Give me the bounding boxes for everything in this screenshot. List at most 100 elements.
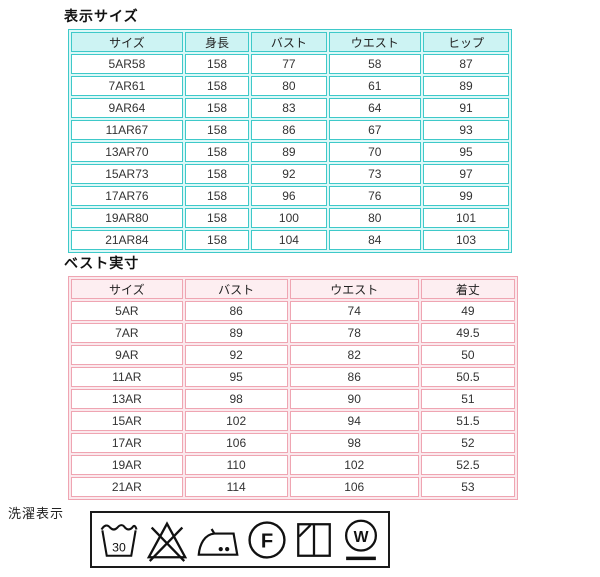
table-cell: 51.5 [420,411,515,431]
table-cell: 114 [184,477,288,497]
iron-medium-icon [197,527,239,556]
table-cell: 17AR [71,433,183,453]
column-header: 着丈 [420,279,515,299]
table-cell: 80 [328,208,421,228]
table-cell: 91 [422,98,509,118]
column-header: バスト [184,279,288,299]
table-row: 17AR 106 98 52 [71,433,515,453]
table-cell: 87 [422,54,509,74]
table-cell: 77 [251,54,327,74]
table-cell: 103 [422,230,509,250]
table-cell: 99 [422,186,509,206]
table-cell: 78 [289,323,419,343]
column-header: ウエスト [289,279,419,299]
care-label: 洗濯表示 [8,506,65,521]
table-cell: 158 [184,186,250,206]
table-cell: 93 [422,120,509,140]
dry-clean-f-icon: F [248,520,286,559]
table-cell: 51 [420,389,515,409]
table-cell: 49 [420,301,515,321]
table-cell: 90 [289,389,419,409]
table-row: 15AR73 158 92 73 97 [71,164,509,184]
table-cell: 86 [184,301,288,321]
table-row: 17AR76 158 96 76 99 [71,186,509,206]
table-cell: 95 [422,142,509,162]
table-cell: 158 [184,76,250,96]
svg-text:30: 30 [112,540,126,554]
table-cell: 102 [184,411,288,431]
table-cell: 19AR [71,455,183,475]
table-cell: 98 [184,389,288,409]
table-cell: 15AR [71,411,183,431]
do-not-bleach-icon [147,520,188,562]
table-cell: 158 [184,230,250,250]
table-cell: 67 [328,120,421,140]
table-cell: 50.5 [420,367,515,387]
column-header: サイズ [71,32,183,52]
table-cell: 11AR [71,367,183,387]
table-row: 13AR70 158 89 70 95 [71,142,509,162]
table-cell: 158 [184,120,250,140]
table-cell: 106 [289,477,419,497]
table-cell: 5AR58 [71,54,183,74]
column-header: ウエスト [328,32,421,52]
table-cell: 64 [328,98,421,118]
table-cell: 100 [251,208,327,228]
table-cell: 49.5 [420,323,515,343]
table-cell: 89 [251,142,327,162]
table-cell: 58 [328,54,421,74]
table-cell: 158 [184,208,250,228]
table-cell: 13AR70 [71,142,183,162]
table-cell: 9AR [71,345,183,365]
table-cell: 53 [420,477,515,497]
table-cell: 158 [184,54,250,74]
table-cell: 52 [420,433,515,453]
table-cell: 92 [184,345,288,365]
column-header: 身長 [184,32,250,52]
svg-text:F: F [261,530,273,552]
display-size-title: 表示サイズ [64,8,139,24]
table-cell: 86 [289,367,419,387]
shade-dry-icon [297,522,332,557]
table-cell: 11AR67 [71,120,183,140]
header-row: サイズ バスト ウエスト 着丈 [71,279,515,299]
table-row: 7AR61 158 80 61 89 [71,76,509,96]
display-size-table: サイズ 身長 バスト ウエスト ヒップ 5AR58 158 77 58 87 7AR61 158 80… [68,29,512,253]
table-cell: 17AR76 [71,186,183,206]
table-cell: 95 [184,367,288,387]
table-row: 5AR58 158 77 58 87 [71,54,509,74]
table-cell: 158 [184,98,250,118]
table-cell: 70 [328,142,421,162]
table-row: 7AR 89 78 49.5 [71,323,515,343]
table-cell: 86 [251,120,327,140]
svg-text:W: W [353,528,368,545]
vest-size-title: ベスト実寸 [64,255,140,271]
table-cell: 76 [328,186,421,206]
wash-30-icon: 30 [100,523,138,557]
table-cell: 61 [328,76,421,96]
table-cell: 74 [289,301,419,321]
care-symbols-box: 30 F W [90,511,390,568]
table-row: 15AR 102 94 51.5 [71,411,515,431]
table-cell: 106 [184,433,288,453]
table-cell: 21AR84 [71,230,183,250]
table-row: 13AR 98 90 51 [71,389,515,409]
table-cell: 52.5 [420,455,515,475]
table-cell: 98 [289,433,419,453]
table-cell: 83 [251,98,327,118]
table-cell: 80 [251,76,327,96]
table-row: 19AR80 158 100 80 101 [71,208,509,228]
column-header: ヒップ [422,32,509,52]
table-cell: 19AR80 [71,208,183,228]
table-cell: 84 [328,230,421,250]
table-cell: 101 [422,208,509,228]
table-cell: 9AR64 [71,98,183,118]
table-row: 19AR 110 102 52.5 [71,455,515,475]
table-cell: 96 [251,186,327,206]
table-cell: 15AR73 [71,164,183,184]
table-cell: 50 [420,345,515,365]
table-row: 21AR84 158 104 84 103 [71,230,509,250]
table-cell: 92 [251,164,327,184]
table-cell: 5AR [71,301,183,321]
wet-clean-w-icon: W [344,519,377,560]
